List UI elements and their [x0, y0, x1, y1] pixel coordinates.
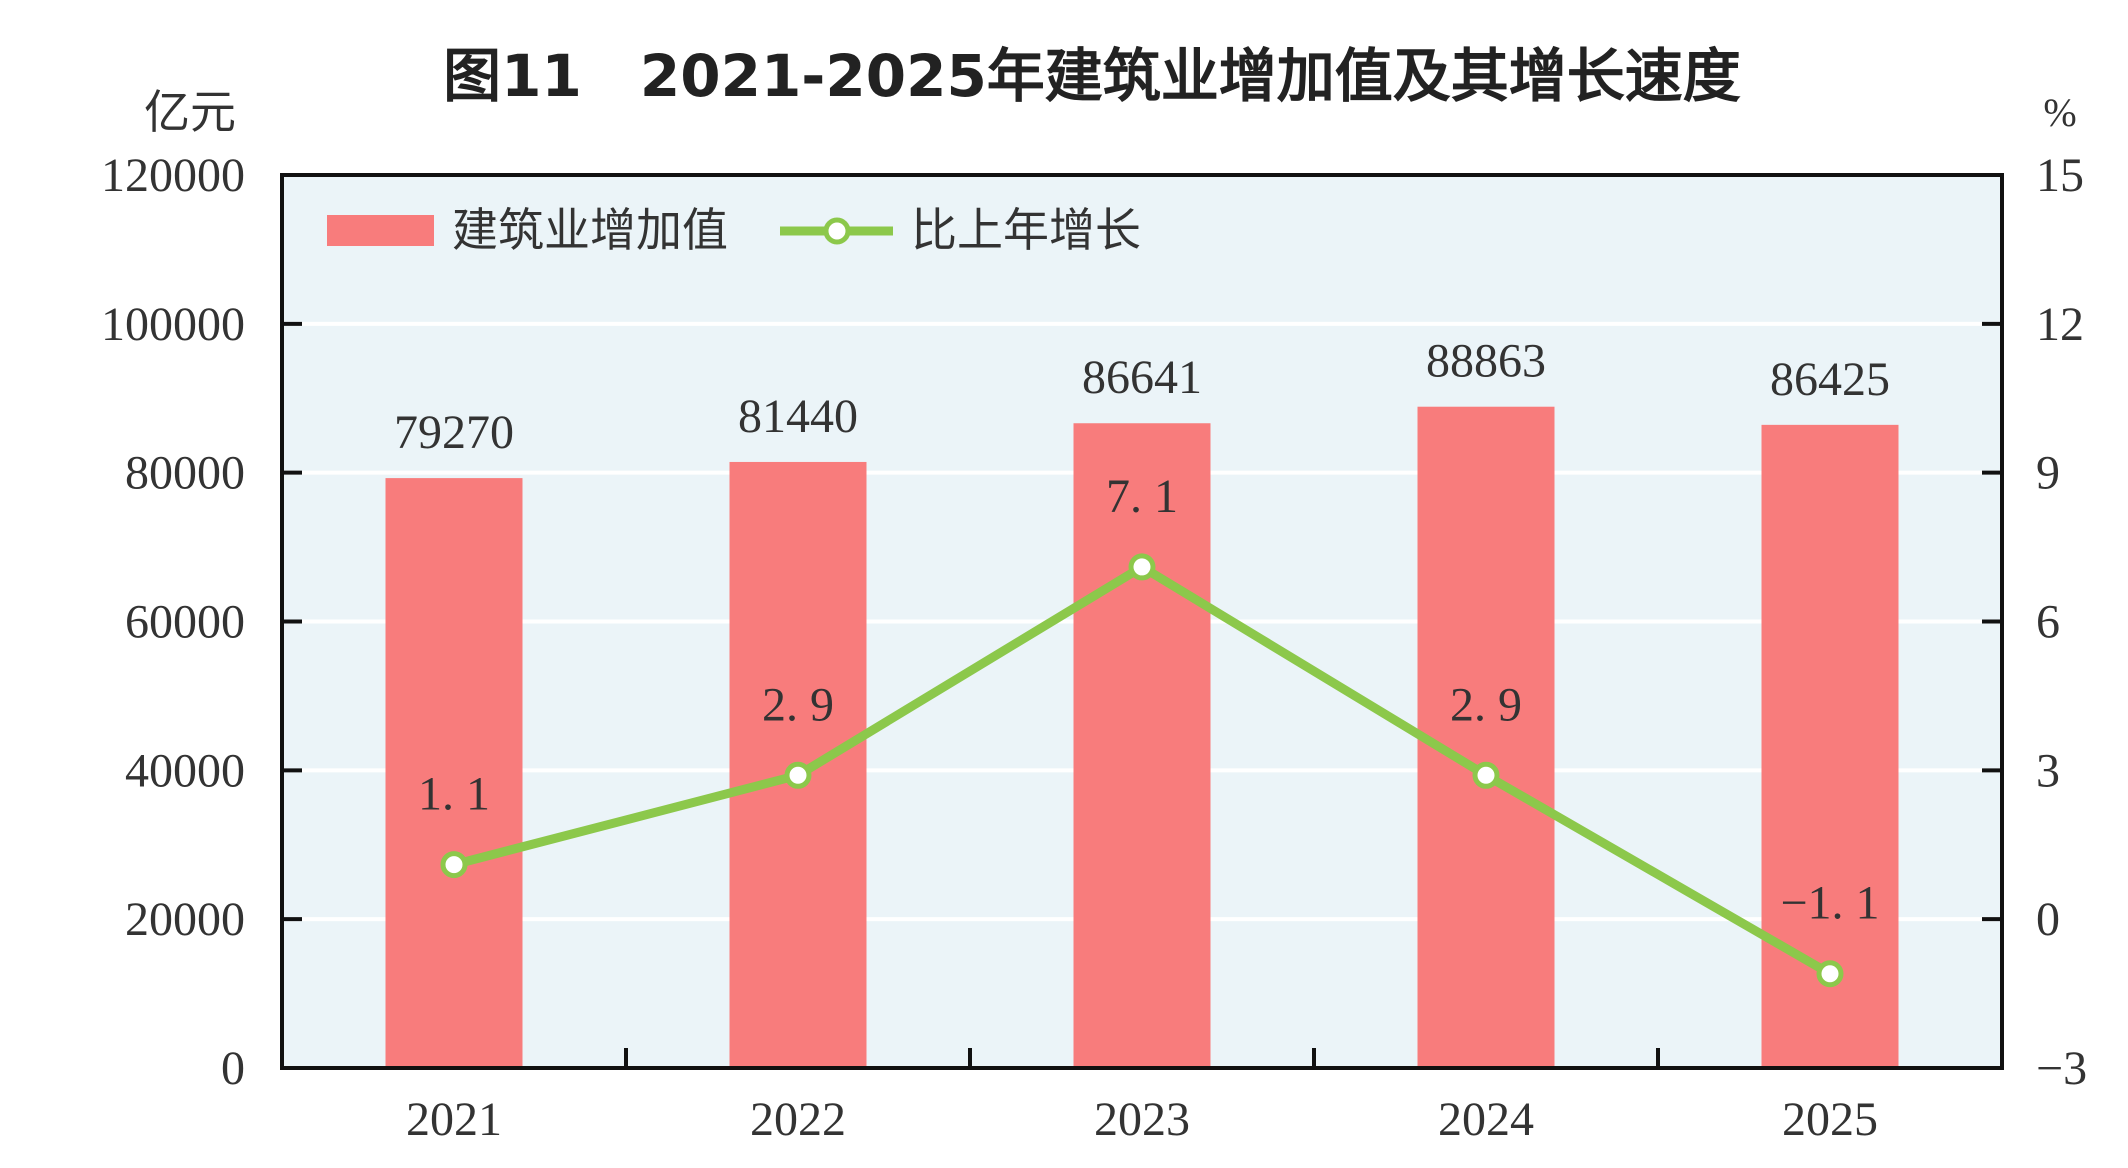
growth-value-label: 2. 9 — [762, 678, 834, 731]
legend-bar-label: 建筑业增加值 — [452, 203, 728, 257]
growth-value-label: 7. 1 — [1106, 470, 1178, 523]
growth-value-label: −1. 1 — [1780, 877, 1879, 930]
left-axis-unit: 亿元 — [144, 85, 236, 139]
x-tick-label: 2021 — [406, 1093, 502, 1146]
x-tick-label: 2023 — [1094, 1093, 1190, 1146]
x-tick-label: 2024 — [1438, 1093, 1534, 1146]
left-tick-label: 40000 — [125, 744, 245, 797]
right-tick-label: 12 — [2036, 298, 2084, 351]
x-tick-label: 2022 — [750, 1093, 846, 1146]
growth-value-label: 1. 1 — [418, 768, 490, 821]
growth-point-2023 — [1128, 553, 1156, 581]
right-tick-label: 3 — [2036, 744, 2060, 797]
bar-value-label: 88863 — [1426, 335, 1546, 388]
legend-line-label: 比上年增长 — [911, 203, 1141, 257]
growth-value-label: 2. 9 — [1450, 678, 1522, 731]
left-tick-label: 20000 — [125, 893, 245, 946]
growth-point-2021 — [440, 851, 468, 879]
bar-2021 — [385, 478, 523, 1068]
left-tick-label: 0 — [221, 1042, 245, 1095]
growth-point-2022 — [784, 761, 812, 789]
growth-point-2024 — [1472, 761, 1500, 789]
left-tick-label: 80000 — [125, 447, 245, 500]
left-tick-label: 120000 — [101, 149, 245, 202]
right-tick-label: 6 — [2036, 596, 2060, 649]
bar-value-label: 79270 — [394, 406, 514, 459]
legend-bar-swatch — [327, 215, 434, 246]
bar-2023 — [1073, 423, 1211, 1068]
legend-line-marker — [823, 217, 851, 245]
left-tick-label: 60000 — [125, 596, 245, 649]
bar-value-label: 86425 — [1770, 353, 1890, 406]
growth-point-2025 — [1816, 960, 1844, 988]
right-axis-unit: % — [2043, 90, 2076, 135]
bar-value-label: 86641 — [1082, 351, 1202, 404]
bar-2024 — [1417, 406, 1555, 1068]
chart-title: 图11 2021-2025年建筑业增加值及其增长速度 — [443, 42, 1741, 110]
x-tick-label: 2025 — [1782, 1093, 1878, 1146]
bar-value-label: 81440 — [738, 390, 858, 443]
right-tick-label: 15 — [2036, 149, 2084, 202]
right-tick-label: 9 — [2036, 447, 2060, 500]
legend: 建筑业增加值 比上年增长 — [327, 203, 1141, 257]
right-tick-label: −3 — [2036, 1042, 2087, 1095]
left-tick-label: 100000 — [101, 298, 245, 351]
right-tick-label: 0 — [2036, 893, 2060, 946]
